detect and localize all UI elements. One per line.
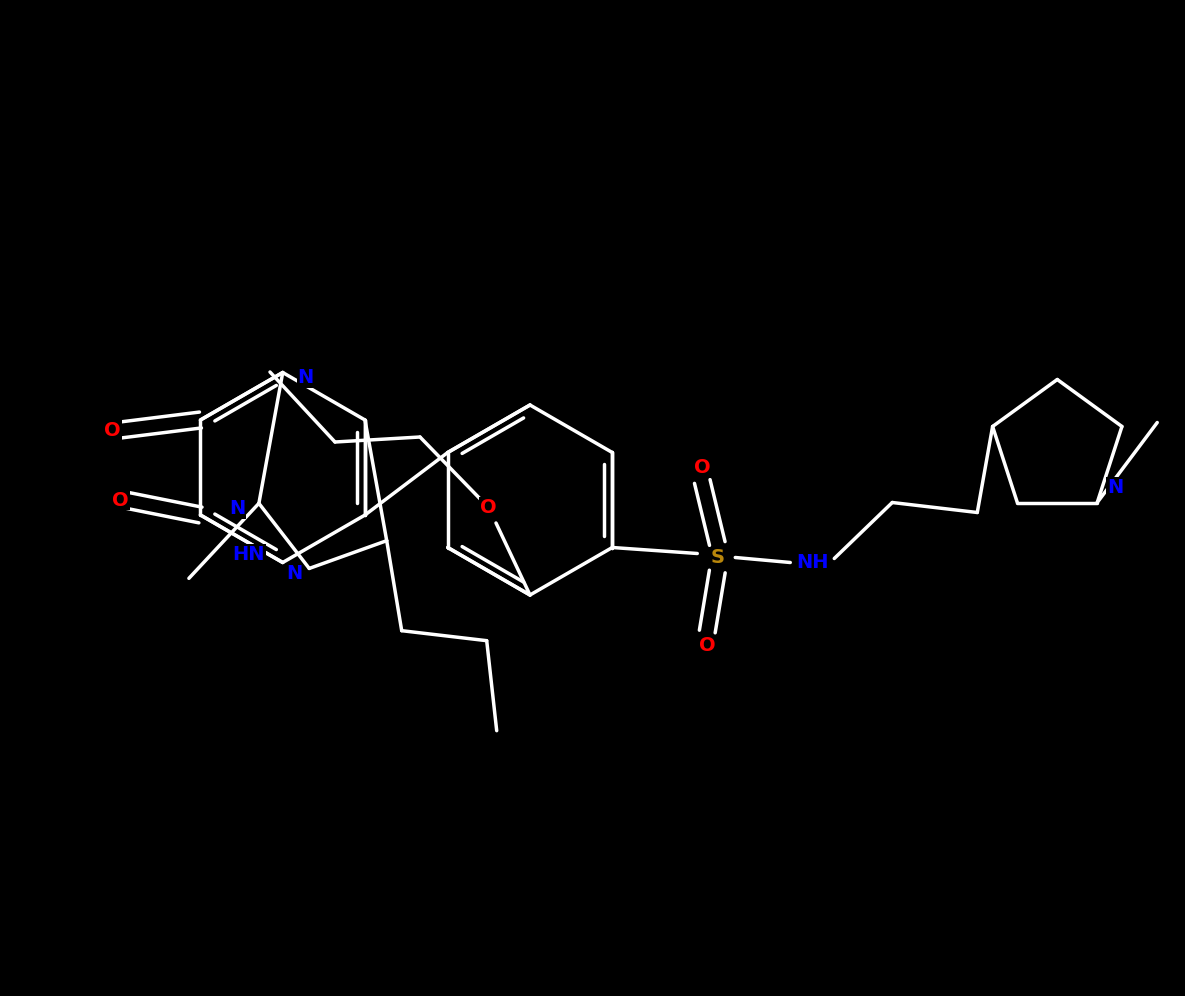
Text: O: O	[694, 458, 711, 477]
Text: N: N	[1107, 478, 1123, 497]
Text: NH: NH	[796, 553, 828, 572]
Text: N: N	[286, 564, 302, 583]
Text: S: S	[710, 548, 724, 567]
Text: HN: HN	[232, 545, 264, 564]
Text: O: O	[104, 420, 121, 439]
Text: O: O	[480, 497, 497, 517]
Text: O: O	[113, 490, 129, 510]
Text: N: N	[297, 368, 314, 387]
Text: N: N	[229, 499, 245, 518]
Text: O: O	[699, 636, 716, 655]
